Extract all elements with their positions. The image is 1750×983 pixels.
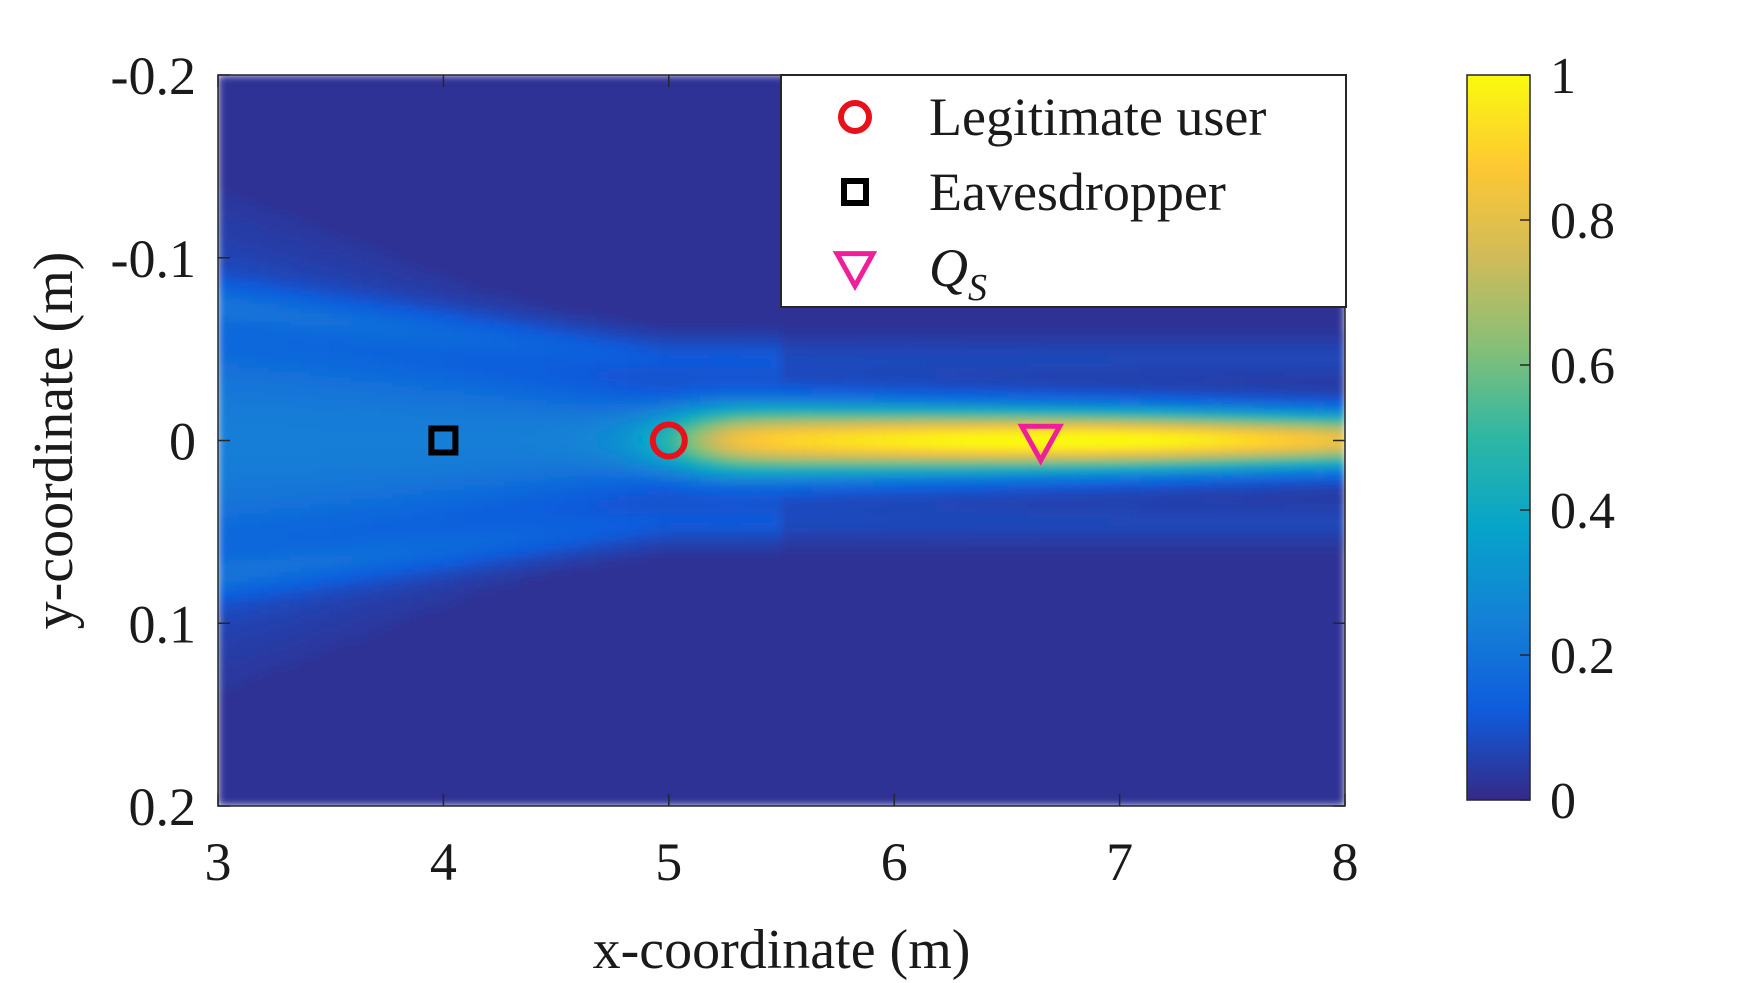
y-tick-label: 0.1 [129, 594, 197, 654]
qs-marker [1017, 423, 1064, 466]
y-tick-label: 0 [169, 412, 196, 472]
x-axis-ticks: 3 4 5 6 7 8 [205, 75, 1359, 892]
x-axis-label: x-coordinate (m) [593, 919, 971, 981]
legend-label-qs-main: Q [929, 238, 968, 298]
legend-circle-marker-icon [838, 100, 872, 134]
colorbar-tick-label: 0.2 [1550, 628, 1615, 685]
legend: Legitimate user Eavesdropper QS [780, 74, 1347, 309]
colorbar-tick-label: 0.8 [1550, 193, 1615, 250]
y-axis-ticks: -0.2 -0.1 0 0.1 0.2 [111, 46, 1345, 837]
legend-label-qs: QS [929, 238, 987, 309]
x-tick-label: 6 [881, 832, 908, 892]
legitimate-user-marker [649, 421, 688, 460]
y-axis-label: y-coordinate (m) [23, 252, 85, 630]
legend-label-legitimate-user: Legitimate user [929, 87, 1266, 147]
eavesdropper-marker [428, 425, 459, 456]
x-tick-label: 8 [1332, 832, 1359, 892]
legend-triangle-marker-icon [832, 251, 878, 292]
y-tick-label: -0.1 [111, 229, 196, 289]
colorbar-ticks: 0 0.2 0.4 0.6 0.8 1 [1520, 48, 1615, 830]
colorbar-tick-label: 0.6 [1550, 338, 1615, 395]
colorbar-tick-label: 0.4 [1550, 483, 1615, 540]
colorbar-tick-label: 1 [1550, 48, 1576, 105]
legend-square-marker-icon [841, 178, 869, 206]
legend-label-eavesdropper: Eavesdropper [929, 162, 1226, 222]
x-tick-label: 7 [1106, 832, 1133, 892]
legend-box [780, 74, 1347, 308]
legend-label-qs-subscript: S [968, 267, 987, 309]
colorbar [1466, 74, 1531, 801]
x-tick-label: 5 [655, 832, 682, 892]
x-tick-label: 4 [430, 832, 457, 892]
y-tick-label: -0.2 [111, 46, 196, 106]
colorbar-tick-label: 0 [1550, 773, 1576, 830]
y-tick-label: 0.2 [129, 777, 197, 837]
x-tick-label: 3 [205, 832, 232, 892]
data-markers [428, 421, 1064, 466]
